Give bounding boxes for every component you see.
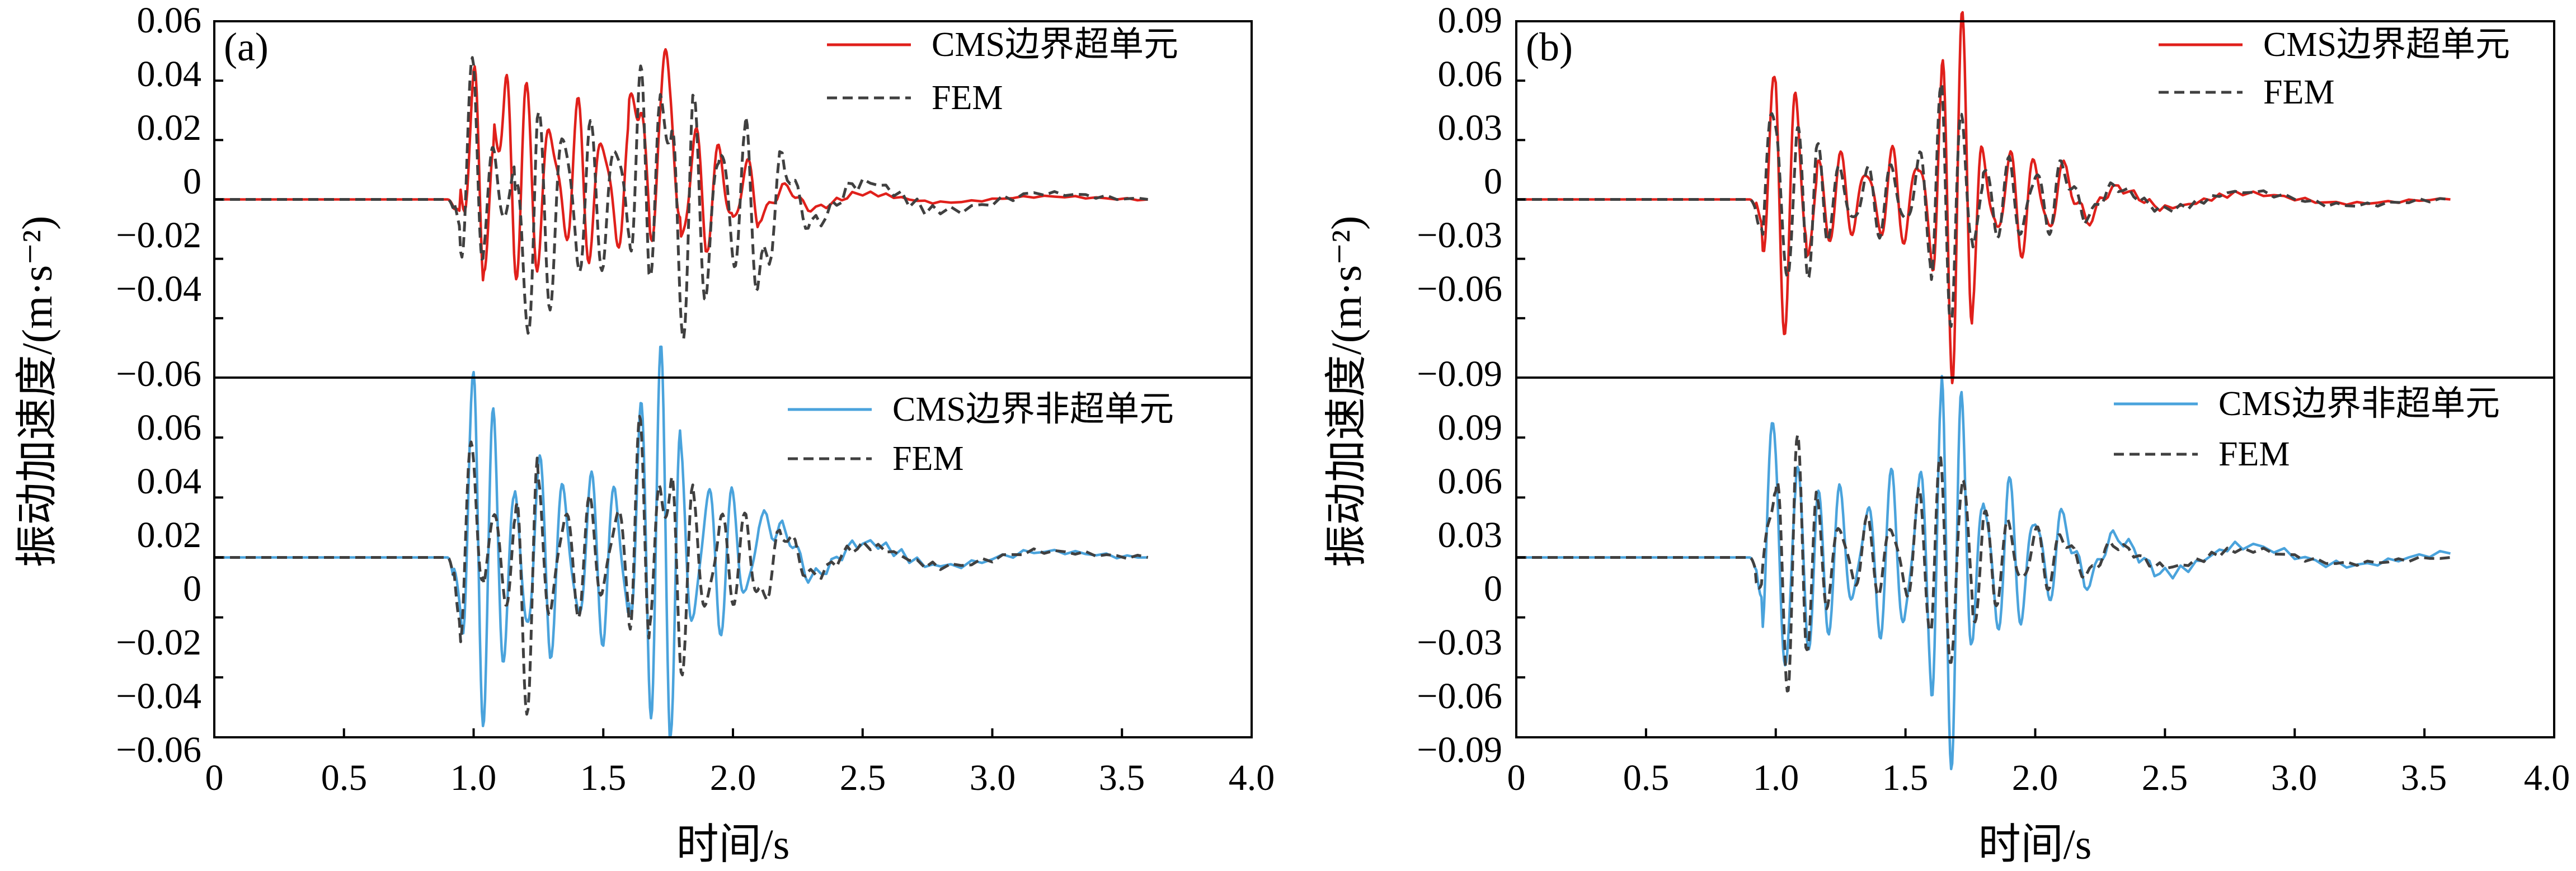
- x-tick-label: 0: [205, 757, 224, 798]
- plot-b-bottom: [1515, 375, 2555, 770]
- x-axis-title-b: 时间/s: [1978, 821, 2092, 868]
- panel-b: (b) 振动加速度/(m·s⁻²) 时间/s 0.09 0.06 0.03 0 …: [1323, 0, 2570, 868]
- y-tick-label: 0: [1484, 568, 1502, 609]
- y-tick-label: −0.02: [116, 622, 201, 663]
- panel-tag-a: (a): [224, 25, 269, 69]
- x-tick-label: 2.0: [2012, 757, 2058, 798]
- y-tick-label: −0.04: [116, 269, 201, 309]
- y-tick-label: −0.06: [1417, 676, 1502, 717]
- plot-b-top: [1515, 11, 2555, 384]
- y-tick-label: 0: [183, 568, 201, 609]
- plot-layer: [213, 11, 2555, 770]
- y-tick-label: −0.04: [116, 676, 201, 717]
- y-tick-label: 0: [183, 161, 201, 202]
- legend-label: CMS边界非超单元: [892, 390, 1174, 429]
- y-tick-label: 0.09: [1438, 0, 1503, 41]
- legend-label: CMS边界超单元: [932, 26, 1178, 64]
- y-tick-label: −0.06: [116, 354, 201, 394]
- y-tick-label: 0.06: [1438, 54, 1503, 95]
- x-tick-label: 2.5: [840, 757, 886, 798]
- y-tick-label: 0.03: [1438, 107, 1503, 148]
- x-tick-label: 4.0: [2524, 757, 2570, 798]
- x-tick-label: 2.5: [2142, 757, 2188, 798]
- x-tick-label: 3.5: [2401, 757, 2447, 798]
- plot-a-top: [213, 20, 1253, 379]
- y-tick-label: 0.04: [137, 54, 202, 95]
- legend-top-b: CMS边界超单元 FEM: [2263, 26, 2510, 111]
- x-tick-label: 1.0: [1753, 757, 1799, 798]
- series-line-fem: [1516, 434, 2451, 693]
- plot-a-bottom: [213, 345, 1253, 738]
- top-y-ticks-b: 0.09 0.06 0.03 0 −0.03 −0.06 −0.09: [1417, 0, 1502, 394]
- legend-label: FEM: [2218, 435, 2290, 473]
- x-ticks-a: 0 0.5 1.0 1.5 2.0 2.5 3.0 3.5 4.0: [205, 757, 1275, 798]
- series-line-fem: [214, 415, 1149, 716]
- series-line-fem: [214, 56, 1148, 340]
- series-line-cms: [1516, 11, 2451, 384]
- x-tick-label: 0: [1507, 757, 1526, 798]
- y-tick-label: 0.04: [137, 461, 202, 502]
- legend-bottom-a: CMS边界非超单元 FEM: [892, 390, 1174, 478]
- y-tick-label: 0.02: [137, 515, 202, 555]
- legend-label: FEM: [2263, 73, 2334, 111]
- y-tick-label: −0.03: [1417, 622, 1502, 663]
- legend-bottom-b: CMS边界非超单元 FEM: [2218, 385, 2500, 473]
- series-line-cms: [1516, 375, 2451, 770]
- x-axis-title-a: 时间/s: [676, 821, 790, 868]
- x-tick-label: 1.5: [580, 757, 627, 798]
- y-tick-label: −0.09: [1417, 354, 1502, 394]
- legend-label: CMS边界超单元: [2263, 26, 2510, 64]
- x-tick-label: 4.0: [1229, 757, 1275, 798]
- bottom-y-ticks-b: 0.09 0.06 0.03 0 −0.03 −0.06 −0.09: [1417, 407, 1502, 770]
- x-tick-label: 1.5: [1882, 757, 1929, 798]
- x-tick-label: 3.5: [1099, 757, 1145, 798]
- y-tick-label: 0: [1484, 161, 1502, 202]
- legend-top-a: CMS边界超单元 FEM: [932, 26, 1178, 117]
- y-tick-label: −0.06: [1417, 269, 1502, 309]
- x-tick-label: 3.0: [970, 757, 1016, 798]
- y-tick-label: −0.06: [116, 729, 201, 770]
- y-axis-title-a: 振动加速度/(m·s⁻²): [14, 216, 61, 568]
- x-tick-label: 1.0: [450, 757, 497, 798]
- y-tick-label: 0.09: [1438, 407, 1503, 448]
- y-tick-label: 0.06: [137, 407, 202, 448]
- y-tick-label: 0.03: [1438, 515, 1503, 555]
- panel-tag-b: (b): [1526, 25, 1573, 69]
- y-axis-title-b: 振动加速度/(m·s⁻²): [1323, 216, 1370, 568]
- y-tick-label: 0.02: [137, 107, 202, 148]
- y-tick-label: −0.09: [1417, 729, 1502, 770]
- series-line-fem: [1516, 82, 2451, 328]
- y-tick-label: 0.06: [137, 0, 202, 41]
- bottom-y-ticks-a: 0.06 0.04 0.02 0 −0.02 −0.04 −0.06: [116, 407, 201, 770]
- x-tick-label: 0.5: [1623, 757, 1670, 798]
- y-tick-label: −0.02: [116, 215, 201, 256]
- x-tick-label: 3.0: [2271, 757, 2318, 798]
- x-tick-label: 0.5: [321, 757, 368, 798]
- x-tick-label: 2.0: [710, 757, 756, 798]
- legend-label: FEM: [932, 79, 1003, 117]
- legend-label: FEM: [892, 440, 963, 478]
- y-tick-label: −0.03: [1417, 215, 1502, 256]
- x-ticks-b: 0 0.5 1.0 1.5 2.0 2.5 3.0 3.5 4.0: [1507, 757, 2570, 798]
- top-y-ticks-a: 0.06 0.04 0.02 0 −0.02 −0.04 −0.06: [116, 0, 201, 394]
- series-line-cms: [214, 48, 1148, 282]
- panel-a: (a) 振动加速度/(m·s⁻²) 时间/s 0.06 0.04 0.02 0 …: [14, 0, 1275, 868]
- legend-label: CMS边界非超单元: [2218, 385, 2500, 423]
- y-tick-label: 0.06: [1438, 461, 1503, 502]
